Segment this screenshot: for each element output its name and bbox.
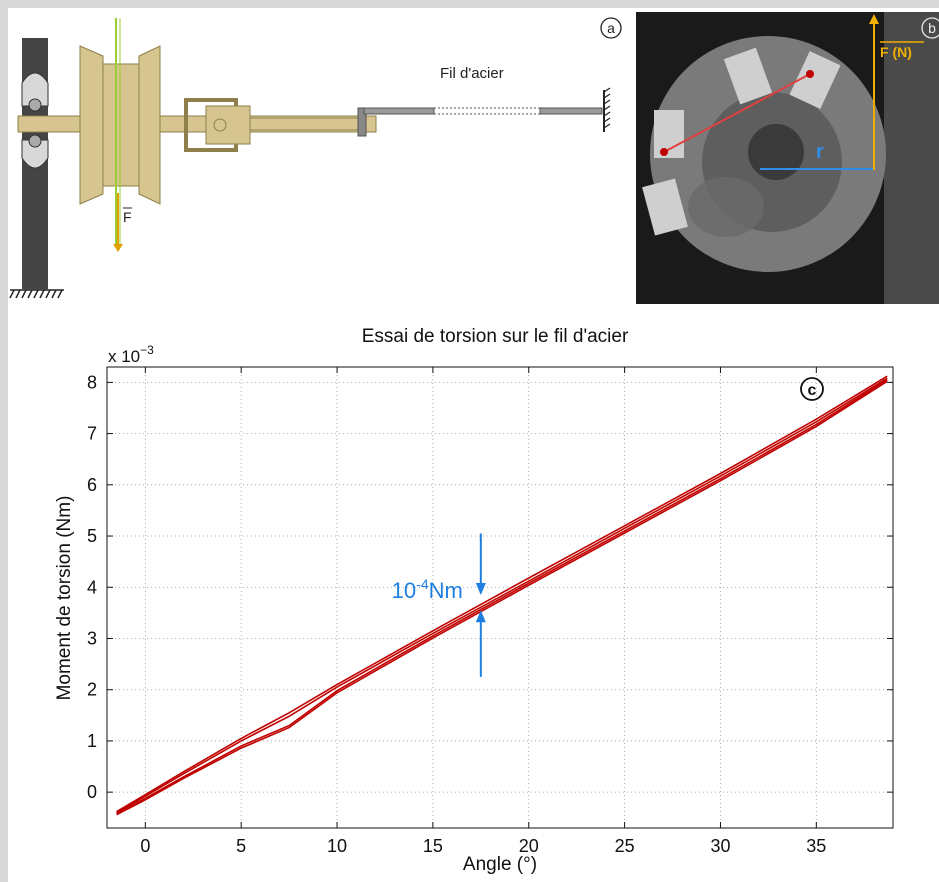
y-tick-label: 2 <box>87 680 97 700</box>
series-line-3 <box>116 377 888 814</box>
y-tick-label: 5 <box>87 526 97 546</box>
x-tick-label: 30 <box>710 836 730 856</box>
x-axis-label: Angle (°) <box>463 854 537 875</box>
y-tick-label: 1 <box>87 731 97 751</box>
anchor-hatch <box>603 87 611 129</box>
wire-segment-dashed <box>433 107 541 115</box>
force-unit-label: F (N) <box>880 44 912 60</box>
radius-vector <box>663 73 811 153</box>
wire-segment-right <box>539 107 603 115</box>
annotation-arrowhead-top <box>475 582 486 595</box>
x-tick-label: 15 <box>423 836 443 856</box>
x-ticks: 0 5 10 15 20 25 30 35 <box>140 367 826 856</box>
x-tick-label: 35 <box>806 836 826 856</box>
photo-panel: r F (N) b <box>636 12 939 304</box>
ground-hatch <box>9 289 64 299</box>
x-tick-label: 10 <box>327 836 347 856</box>
pulley-hub <box>102 63 140 187</box>
rotor-lever <box>688 177 764 237</box>
data-series <box>116 375 888 816</box>
series-line-2 <box>116 379 888 815</box>
panel-marker-c-label: c <box>808 382 817 399</box>
plot-area-frame <box>106 366 894 829</box>
pulley-flange <box>138 45 161 205</box>
clamp <box>357 107 367 137</box>
joint-pin <box>213 118 227 132</box>
ball-lower <box>28 134 42 148</box>
torsion-chart: Essai de torsion sur le fil d'acier x 10… <box>54 326 894 875</box>
y-axis-label: Moment de torsion (Nm) <box>54 496 75 701</box>
radius-label: r <box>816 141 824 163</box>
wire-label: Fil d'acier <box>440 65 504 82</box>
marker-strip-4 <box>642 178 688 236</box>
radius-start-point <box>660 148 668 156</box>
annotation-arrowhead-bottom <box>475 610 486 623</box>
rotor-hub <box>748 124 804 180</box>
series-line-4 <box>116 380 888 816</box>
panel-marker-a <box>600 17 622 39</box>
annotation-label: 10-4Nm <box>392 576 463 603</box>
panel-marker-a-label: a <box>607 20 615 36</box>
y-tick-label: 4 <box>87 577 97 597</box>
y-ticks: 0 1 2 3 4 5 6 7 8 <box>87 372 893 802</box>
panel-marker-c <box>800 377 824 401</box>
radius-end-point <box>806 70 814 78</box>
wire-segment-left <box>363 107 435 115</box>
y-tick-label: 7 <box>87 424 97 444</box>
force-vector-head <box>869 14 879 24</box>
joint-block <box>205 105 251 145</box>
x-tick-label: 20 <box>519 836 539 856</box>
photo-wall <box>884 12 939 304</box>
panel-marker-b-label: b <box>928 20 936 36</box>
marker-strip-1 <box>723 47 773 105</box>
chart-title: Essai de torsion sur le fil d'acier <box>362 326 629 347</box>
bearing-lower <box>21 139 49 169</box>
grid <box>107 367 893 828</box>
x-tick-label: 5 <box>236 836 246 856</box>
force-arrowhead <box>113 244 123 252</box>
y-tick-label: 6 <box>87 475 97 495</box>
x-tick-label: 25 <box>615 836 635 856</box>
x-tick-label: 0 <box>140 836 150 856</box>
bearing-upper <box>21 72 49 107</box>
y-multiplier: x 10−3 <box>108 343 154 366</box>
annotation: 10-4Nm <box>392 533 486 677</box>
series-line-1 <box>116 375 888 813</box>
marker-strip-2 <box>789 51 841 109</box>
y-tick-label: 8 <box>87 372 97 392</box>
force-label: F <box>123 209 132 225</box>
connecting-rod <box>249 117 363 131</box>
ball-upper <box>28 98 42 112</box>
schematic-panel: F Fil d'acier a <box>9 17 622 299</box>
marker-strip-3 <box>654 110 684 158</box>
panel-marker-b <box>921 17 939 39</box>
pulley <box>79 45 104 205</box>
y-tick-label: 0 <box>87 782 97 802</box>
y-tick-label: 3 <box>87 628 97 648</box>
